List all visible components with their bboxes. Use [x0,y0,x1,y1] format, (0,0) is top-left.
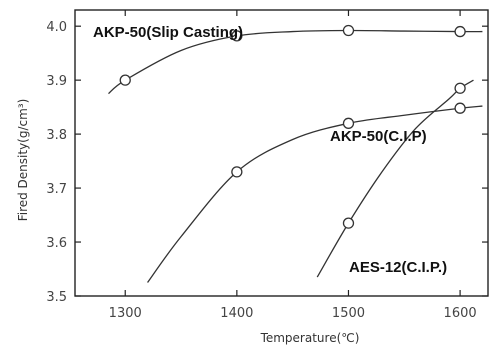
curves-layer [108,29,483,283]
y-axis-label: Fired Density(g/cm³) [16,99,30,222]
y-tick-label: 3.7 [46,182,67,197]
y-tick-label: 4.0 [46,20,67,35]
x-tick-label: 1400 [220,306,253,321]
plot-frame [74,9,489,297]
x-tick-label: 1300 [109,306,142,321]
x-tick-label: 1600 [444,306,477,321]
labels-layer: Temperature(℃) Fired Density(g/cm³) AKP-… [16,24,447,345]
series-label-aes12-cip: AES-12(C.I.P.) [349,259,447,276]
x-axis-label: Temperature(℃) [260,331,360,345]
series-line-slip-casting [108,29,483,95]
data-point-slip-casting [231,30,243,42]
data-point-slip-casting [342,24,355,37]
series-label-slip-casting: AKP-50(Slip Casting) [93,24,243,41]
y-tick-label: 3.8 [46,128,67,143]
markers-layer [119,24,466,229]
data-point-slip-casting [454,25,466,38]
axes-layer: 1300 1400 1500 1600 3.5 3.6 3.7 3.8 3.9 4.0 [46,9,489,321]
series-line-akp50-cip [147,105,483,283]
data-point-aes12-cip [454,82,466,94]
data-point-aes12-cip [342,217,355,229]
y-tick-label: 3.9 [46,74,67,89]
y-tick-label: 3.6 [46,236,67,251]
series-label-akp50-cip: AKP-50(C.I.P) [330,128,427,145]
data-point-akp50-cip [454,102,466,114]
y-tick-label: 3.5 [46,290,67,305]
data-point-akp50-cip [231,166,243,178]
x-tick-label: 1500 [332,306,365,321]
data-point-akp50-cip [342,117,355,129]
data-point-slip-casting [119,74,131,86]
